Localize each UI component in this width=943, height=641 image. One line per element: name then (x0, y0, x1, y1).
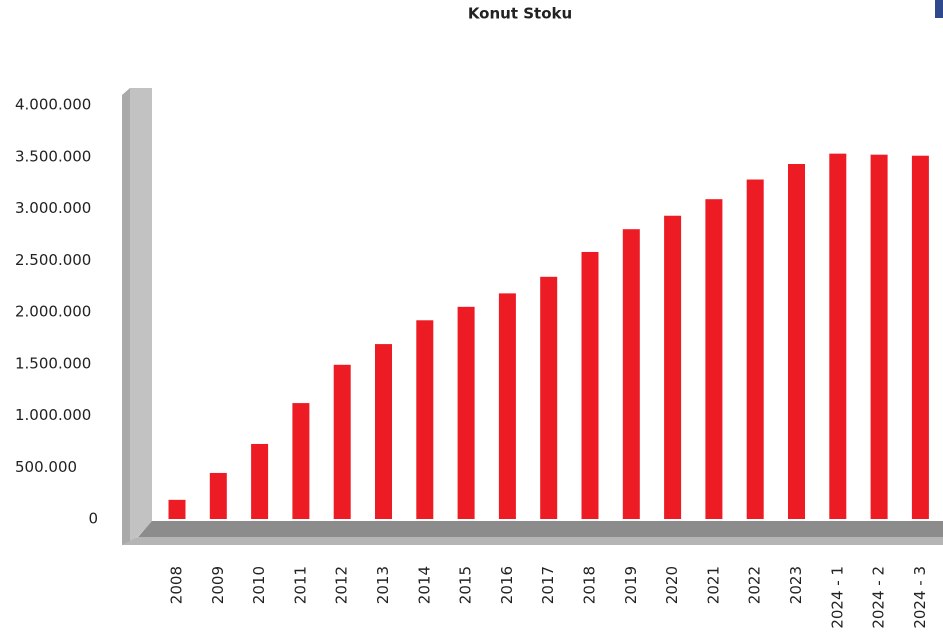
bar (209, 472, 227, 519)
x-tick-label: 2024 - 1 (828, 566, 846, 629)
x-tick-label: 2020 (663, 566, 681, 604)
bar (664, 215, 682, 519)
chart-title: Konut Stoku (468, 5, 572, 23)
wall-face (130, 88, 152, 545)
bar (292, 403, 310, 519)
x-tick-label: 2022 (746, 566, 764, 604)
bar (788, 163, 805, 519)
bar (746, 179, 764, 519)
y-tick-label: 4.000.000 (15, 96, 91, 114)
bar (457, 306, 475, 519)
x-tick-label: 2016 (498, 566, 516, 604)
y-tick-label: 1.500.000 (15, 354, 91, 372)
floor-edge (122, 537, 943, 545)
x-tick-label: 2009 (209, 566, 227, 604)
x-tick-label: 2019 (622, 566, 640, 604)
corner-tab (935, 0, 943, 18)
x-tick-label: 2008 (168, 566, 186, 604)
x-tick-label: 2017 (539, 566, 557, 604)
y-tick-label: 3.000.000 (15, 199, 91, 217)
bar (911, 155, 929, 519)
bar (581, 251, 599, 519)
x-tick-label: 2015 (457, 566, 475, 604)
x-tick-label: 2018 (581, 566, 599, 604)
y-tick-label: 2.000.000 (15, 303, 91, 321)
x-tick-label: 2013 (374, 566, 392, 604)
x-tick-label: 2024 - 3 (911, 566, 929, 629)
bar (498, 293, 516, 519)
x-tick-label: 2010 (250, 566, 268, 604)
x-tick-label: 2012 (333, 566, 351, 604)
bar (375, 344, 392, 519)
bar (870, 154, 888, 519)
y-tick-label: 1.000.000 (15, 406, 91, 424)
x-tick-label: 2023 (787, 566, 805, 604)
bar (168, 499, 186, 519)
bar (416, 320, 434, 519)
bar (333, 364, 351, 519)
y-tick-label: 500.000 (15, 458, 77, 476)
x-tick-label: 2011 (291, 566, 309, 604)
bar (829, 153, 847, 519)
x-tick-label: 2024 - 2 (870, 566, 888, 629)
y-tick-label: 0 (88, 510, 98, 528)
bar (251, 443, 269, 519)
floor (138, 521, 943, 537)
y-tick-label: 2.500.000 (15, 251, 91, 269)
bar (705, 199, 723, 519)
bar (622, 229, 640, 519)
y-tick-label: 3.500.000 (15, 147, 91, 165)
bar (540, 276, 558, 519)
x-tick-label: 2014 (415, 566, 433, 604)
x-tick-label: 2021 (704, 566, 722, 604)
